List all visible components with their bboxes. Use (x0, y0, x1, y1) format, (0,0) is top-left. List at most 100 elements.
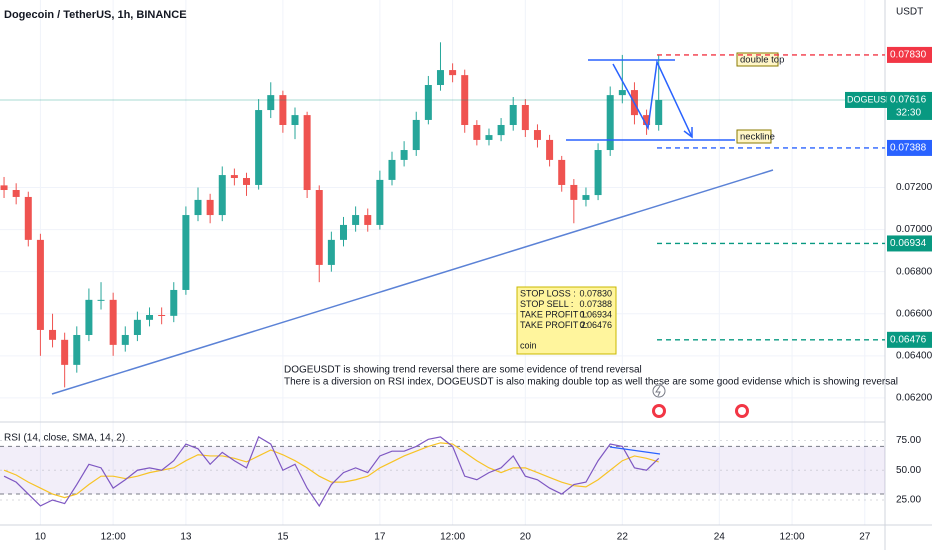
plan-row-value: 0.06934 (579, 309, 612, 319)
candle-body (0, 185, 8, 191)
candle-body (473, 124, 481, 140)
level-label-box (887, 46, 932, 63)
candle-body (546, 139, 554, 160)
candle-body (109, 299, 117, 345)
x-tick-label: 13 (180, 532, 192, 543)
candle-body (267, 95, 275, 111)
x-tick-label: 27 (859, 532, 871, 543)
x-tick-label: 12:00 (780, 532, 805, 543)
candle-body (279, 95, 287, 125)
candle-body (49, 329, 57, 340)
plan-row-value: 0.07388 (579, 299, 612, 309)
flag-icon-inner (738, 407, 746, 415)
level-label-box (887, 139, 932, 156)
y-tick-label: 0.06800 (896, 266, 932, 277)
candle-body (243, 178, 251, 185)
candle-body (570, 184, 578, 200)
neckline-box (736, 129, 772, 144)
level-label-box (887, 235, 932, 252)
x-tick-label: 17 (374, 532, 386, 543)
candle-body (412, 119, 420, 151)
note-line: DOGEUSDT is showing trend reversal there… (284, 365, 642, 376)
candle-body (230, 175, 238, 179)
last-price-label: 0.07616 (890, 95, 927, 106)
candle-body (133, 319, 141, 335)
candle-body (182, 215, 190, 290)
candle-body (170, 289, 178, 316)
candle-body (146, 315, 154, 320)
candle-body (97, 299, 105, 301)
candle-body (485, 135, 493, 140)
candle-body (643, 115, 651, 125)
candle-body (327, 239, 335, 265)
x-tick-label: 20 (520, 532, 532, 543)
candle-body (618, 90, 626, 96)
rsi-tick-label: 25.00 (896, 495, 921, 506)
y-tick-label: 0.06600 (896, 308, 932, 319)
candle-body (291, 115, 299, 125)
level-label: 0.07388 (890, 143, 927, 154)
rsi-line (3, 442, 659, 499)
symbol-label: DOGEUSDT (847, 94, 899, 104)
candle-body (36, 239, 44, 330)
candle-body (364, 215, 372, 225)
candle-body (655, 99, 663, 125)
x-tick-label: 10 (35, 532, 47, 543)
plan-box (516, 286, 617, 355)
countdown-label: 32:30 (896, 108, 921, 119)
x-tick-label: 15 (277, 532, 289, 543)
last-price-box (887, 91, 932, 120)
candle-body (533, 130, 541, 140)
double-top-label: double top (740, 55, 784, 66)
candle-body (449, 70, 457, 76)
candle-body (73, 334, 81, 365)
candle-body (158, 315, 166, 316)
candle-body (424, 85, 432, 120)
symbol-box (845, 91, 887, 108)
rsi-tick-label: 50.00 (896, 465, 921, 476)
event-icon-bolt (655, 385, 661, 397)
rsi-line (3, 436, 660, 508)
candle-body (400, 150, 408, 160)
trendline (51, 169, 774, 395)
candle-body (388, 159, 396, 180)
candle-body (121, 334, 129, 345)
y-tick-label: 0.07000 (896, 224, 932, 235)
level-label: 0.06934 (890, 238, 927, 249)
pattern-arrow (612, 59, 693, 138)
neckline-label: neckline (740, 132, 775, 143)
x-tick-label: 12:00 (101, 532, 126, 543)
candle-body (352, 215, 360, 225)
rsi-tick-label: 75.00 (896, 435, 921, 446)
candle-body (194, 199, 202, 216)
rsi-title: RSI (14, close, SMA, 14, 2) (4, 433, 125, 444)
candle-body (315, 190, 323, 265)
plan-row-label: TAKE PROFIT 1: (520, 309, 588, 319)
candle-body (497, 124, 505, 136)
candle-body (606, 95, 614, 151)
candle-body (558, 159, 566, 185)
marks (0, 42, 885, 508)
candle-body (218, 175, 226, 216)
plan-row-value: 0.06476 (579, 320, 612, 330)
candle-body (61, 339, 69, 365)
candle-body (206, 199, 214, 216)
candle-body (582, 195, 590, 200)
y-tick-label: 0.06400 (896, 350, 932, 361)
currency: USDT (896, 7, 923, 18)
double-top-box (736, 52, 779, 67)
plan-row-label: STOP SELL : (520, 299, 573, 309)
candle-body (594, 150, 602, 196)
arrow-head (683, 127, 693, 139)
event-icon[interactable] (652, 384, 666, 398)
level-label-box (887, 331, 932, 348)
plan-footer: coin (520, 340, 537, 350)
candle-body (339, 224, 347, 240)
rsi-band (0, 446, 885, 495)
flag-icon-inner (655, 407, 663, 415)
x-tick-label: 22 (617, 532, 629, 543)
candle-body (303, 115, 311, 191)
candle-body (509, 105, 517, 125)
